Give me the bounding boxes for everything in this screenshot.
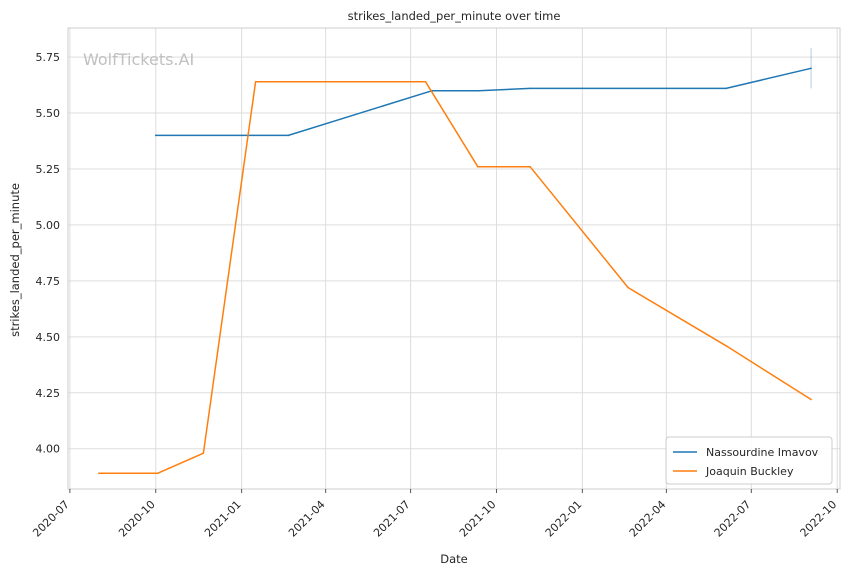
y-tick-label: 5.75	[36, 51, 61, 64]
y-tick-label: 5.50	[36, 107, 61, 120]
data-point-nassourdine-imavov	[810, 67, 812, 70]
plot-area	[67, 27, 841, 490]
data-point-joaquin-buckley	[202, 452, 205, 454]
data-point-joaquin-buckley	[424, 80, 427, 83]
data-point-joaquin-buckley	[254, 80, 257, 83]
y-tick-label: 4.50	[36, 331, 61, 344]
data-point-joaquin-buckley	[725, 344, 727, 347]
y-tick-label: 4.00	[36, 443, 61, 456]
y-tick-label: 5.00	[36, 219, 61, 232]
data-point-nassourdine-imavov	[287, 134, 290, 137]
legend-label-joaquin-buckley: Joaquin Buckley	[705, 465, 794, 478]
data-point-joaquin-buckley	[98, 472, 100, 475]
data-point-nassourdine-imavov	[154, 134, 157, 137]
data-point-joaquin-buckley	[627, 286, 629, 289]
y-tick-label: 4.25	[36, 387, 61, 400]
data-point-joaquin-buckley	[156, 472, 159, 475]
data-point-nassourdine-imavov	[725, 87, 727, 90]
y-axis-label: strikes_landed_per_minute	[8, 183, 22, 337]
x-axis-label: Date	[440, 552, 468, 566]
series-line-joaquin-buckley	[98, 80, 812, 475]
data-point-nassourdine-imavov	[477, 89, 480, 92]
y-tick-label: 4.75	[36, 275, 61, 288]
legend: Nassourdine Imavov Joaquin Buckley	[665, 436, 833, 485]
legend-box	[665, 436, 833, 485]
data-point-nassourdine-imavov	[529, 87, 531, 90]
legend-label-nassourdine-imavov: Nassourdine Imavov	[706, 446, 819, 459]
chart-title: strikes_landed_per_minute over time	[348, 9, 561, 23]
y-tick-label: 5.25	[36, 163, 61, 176]
data-point-joaquin-buckley	[477, 165, 479, 168]
data-point-joaquin-buckley	[529, 165, 531, 168]
watermark-text: WolfTickets.AI	[83, 50, 194, 69]
data-point-joaquin-buckley	[810, 398, 812, 401]
